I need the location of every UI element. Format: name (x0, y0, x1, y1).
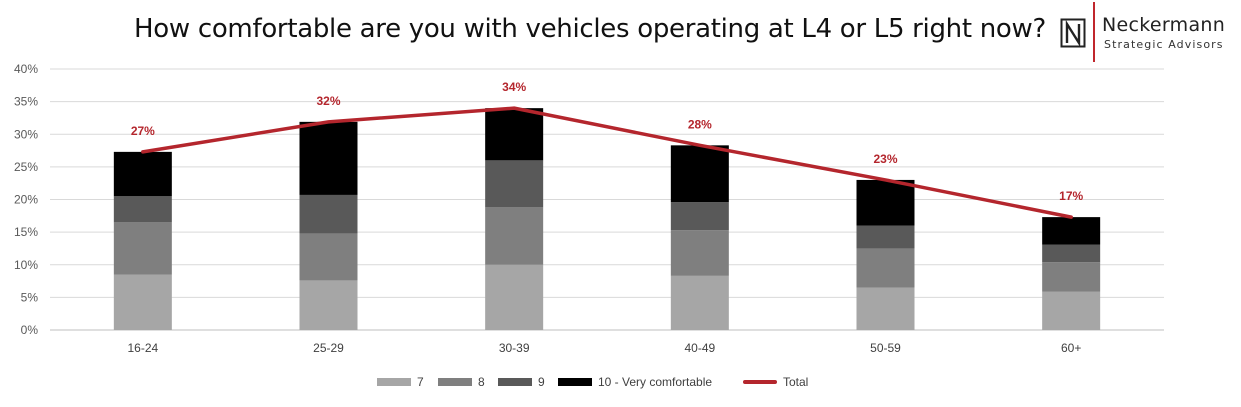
legend-swatch (498, 378, 532, 386)
x-tick-label: 30-39 (499, 341, 530, 355)
x-tick-label: 16-24 (127, 341, 158, 355)
x-tick-label: 40-49 (684, 341, 715, 355)
bar-segment (299, 233, 358, 281)
bar-segment (485, 108, 544, 161)
legend-item: 10 - Very comfortable (558, 372, 712, 392)
chart-title: How comfortable are you with vehicles op… (134, 14, 1046, 44)
logo-n-icon (1060, 18, 1086, 48)
legend-swatch (558, 378, 592, 386)
bar-segment (113, 222, 172, 275)
bar-segment (1042, 244, 1101, 263)
y-tick-label: 20% (14, 193, 38, 207)
bar-segment (670, 275, 729, 330)
legend-label: 8 (478, 375, 485, 389)
bar-segment (299, 194, 358, 234)
stacked-bar-chart: 0% 5% 10% 15% 20% 25% 30% 35% 40% 16-24 25-29 30-39… (14, 62, 1164, 355)
data-label: 28% (688, 117, 712, 131)
bar-segment (670, 145, 729, 203)
legend-label: 7 (417, 375, 424, 389)
x-tick-label: 50-59 (870, 341, 901, 355)
bar-segment (299, 280, 358, 330)
bar-segment (670, 202, 729, 231)
bar-segment (670, 230, 729, 276)
x-tick-label: 60+ (1061, 341, 1081, 355)
company-logo: Neckermann Strategic Advisors (1056, 0, 1241, 64)
legend-label: 10 - Very comfortable (598, 375, 713, 389)
legend-item: 7 (377, 372, 424, 392)
total-line (141, 106, 1073, 219)
data-label: 23% (873, 152, 897, 166)
y-tick-label: 10% (14, 258, 38, 272)
y-tick-label: 35% (14, 95, 38, 109)
legend-item: Total (743, 372, 808, 392)
bar-segment (856, 248, 915, 288)
logo-name: Neckermann (1102, 14, 1226, 36)
bar-segment (485, 264, 544, 330)
bar-segment (1042, 291, 1101, 330)
data-label: 17% (1059, 189, 1083, 203)
bar-segment (113, 151, 172, 197)
data-label: 32% (316, 94, 340, 108)
legend-item: 8 (438, 372, 485, 392)
legend-swatch (438, 378, 472, 386)
legend-label: 9 (538, 375, 545, 389)
y-tick-label: 30% (14, 127, 38, 141)
bar-segment (485, 160, 544, 208)
bar-segment (485, 207, 544, 265)
bar-segment (113, 274, 172, 330)
bar-segment (113, 196, 172, 223)
bar-segment (856, 287, 915, 330)
logo-divider (1093, 2, 1095, 62)
legend-label: Total (783, 375, 809, 389)
bar-segment (856, 179, 915, 226)
logo-subtitle: Strategic Advisors (1104, 38, 1224, 51)
bar-segment (299, 121, 358, 195)
legend-item: 9 (498, 372, 545, 392)
data-label: 27% (131, 124, 155, 138)
y-tick-label: 25% (14, 160, 38, 174)
bar-segment (1042, 217, 1101, 245)
y-tick-label: 15% (14, 225, 38, 239)
y-tick-label: 40% (14, 62, 38, 76)
y-tick-label: 0% (21, 323, 39, 337)
legend-swatch (377, 378, 411, 386)
y-tick-label: 5% (21, 290, 39, 304)
data-label: 34% (502, 80, 526, 94)
bar-segment (856, 225, 915, 249)
chart-legend: 7 8 9 10 - Very comfortable Total (0, 372, 1241, 392)
legend-swatch (743, 380, 777, 384)
bar-segment (1042, 262, 1101, 292)
x-tick-label: 25-29 (313, 341, 344, 355)
